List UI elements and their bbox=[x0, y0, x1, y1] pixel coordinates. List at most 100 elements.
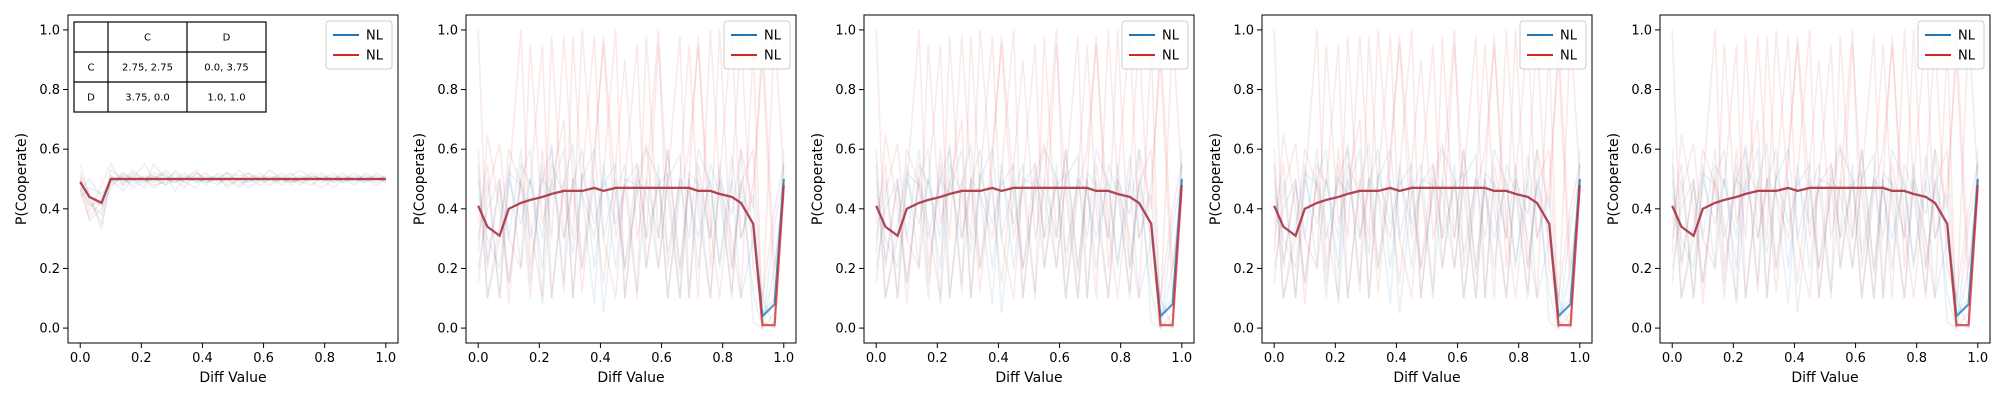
y-tick-label: 0.4 bbox=[1631, 202, 1652, 217]
legend: NL NL bbox=[1121, 20, 1189, 70]
trial-line-red-2 bbox=[477, 29, 785, 314]
x-tick-label: 1.0 bbox=[1171, 351, 1192, 366]
x-tick-label: 0.4 bbox=[1784, 351, 1805, 366]
trial-line-red-4 bbox=[875, 29, 1183, 331]
y-tick-label: 0.8 bbox=[437, 83, 458, 98]
trial-line-blue-1 bbox=[875, 143, 1183, 330]
x-tick-label: 0.4 bbox=[192, 351, 213, 366]
y-tick-label: 0.4 bbox=[835, 202, 856, 217]
trial-line-red-3 bbox=[1273, 35, 1581, 299]
x-tick-label: 0.2 bbox=[131, 351, 152, 366]
x-tick-label: 0.0 bbox=[70, 351, 91, 366]
x-tick-label: 0.2 bbox=[1325, 351, 1346, 366]
legend-box bbox=[325, 20, 393, 70]
axes-frame bbox=[67, 14, 399, 344]
x-tick-label: 0.6 bbox=[253, 351, 274, 366]
series-line-2 bbox=[477, 184, 785, 327]
trial-line-red-1 bbox=[79, 162, 387, 215]
legend-label-1: NL bbox=[764, 29, 782, 44]
y-tick-label: 0.8 bbox=[835, 83, 856, 98]
legend: NL NL bbox=[325, 20, 393, 70]
panel-3: 0.0 0.2 0.4 0.6 0.8 1.0 0.0 0.2 0.4 0.6 0.8 1.0 Diff… bbox=[810, 14, 1195, 386]
x-tick-label: 0.8 bbox=[1906, 351, 1927, 366]
x-tick-label: 1.0 bbox=[773, 351, 794, 366]
legend-label-2: NL bbox=[1162, 49, 1180, 64]
table-cell: 1.0, 1.0 bbox=[207, 93, 245, 104]
table-border bbox=[73, 21, 267, 113]
trial-line-red-3 bbox=[1671, 35, 1979, 299]
y-tick-label: 0.0 bbox=[437, 322, 458, 337]
trial-line-red-5 bbox=[1671, 35, 1979, 299]
trial-line-red-2 bbox=[79, 162, 386, 207]
trial-line-blue-3 bbox=[1273, 148, 1581, 329]
series-line-2 bbox=[1671, 184, 1979, 327]
table-cell: 3.75, 0.0 bbox=[125, 93, 170, 104]
y-tick-label: 0.8 bbox=[1631, 83, 1652, 98]
panel-2: 0.0 0.2 0.4 0.6 0.8 1.0 0.0 0.2 0.4 0.6 0.8 1.0 Diff… bbox=[412, 14, 797, 386]
y-tick-label: 0.0 bbox=[1233, 322, 1254, 337]
legend: NL NL bbox=[1917, 20, 1985, 70]
legend-label-2: NL bbox=[1958, 49, 1976, 64]
y-axis-label: P(Cooperate) bbox=[1208, 133, 1224, 225]
x-tick-label: 0.8 bbox=[1110, 351, 1131, 366]
x-axis-label: Diff Value bbox=[199, 370, 266, 386]
series-line-2 bbox=[875, 184, 1183, 327]
y-tick-label: 0.4 bbox=[1233, 202, 1254, 217]
y-tick-label: 0.8 bbox=[1233, 83, 1254, 98]
trial-line-blue-3 bbox=[875, 148, 1183, 329]
axes-frame bbox=[1659, 14, 1991, 344]
trial-line-blue-3 bbox=[1671, 148, 1979, 329]
trial-line-blue-4 bbox=[1273, 148, 1581, 316]
x-tick-label: 0.0 bbox=[866, 351, 887, 366]
y-tick-label: 1.0 bbox=[835, 23, 856, 38]
trial-line-red-5 bbox=[1273, 35, 1581, 299]
table-col-header: D bbox=[223, 33, 231, 44]
trial-line-blue-4 bbox=[79, 168, 387, 217]
x-tick-label: 0.8 bbox=[1508, 351, 1529, 366]
x-tick-label: 0.0 bbox=[1264, 351, 1285, 366]
x-tick-label: 0.8 bbox=[314, 351, 335, 366]
x-axis-label: Diff Value bbox=[597, 370, 664, 386]
y-axis-label: P(Cooperate) bbox=[14, 133, 30, 225]
axes-frame bbox=[863, 14, 1195, 344]
x-tick-label: 0.4 bbox=[590, 351, 611, 366]
y-tick-label: 1.0 bbox=[437, 23, 458, 38]
series-line-2 bbox=[79, 177, 386, 205]
x-tick-label: 0.2 bbox=[927, 351, 948, 366]
trial-line-red-3 bbox=[875, 35, 1183, 299]
x-tick-label: 0.4 bbox=[1386, 351, 1407, 366]
legend-label-1: NL bbox=[1958, 29, 1976, 44]
y-tick-label: 0.2 bbox=[1631, 262, 1652, 277]
trial-line-red-3 bbox=[477, 35, 785, 299]
legend-label-2: NL bbox=[366, 49, 384, 64]
x-tick-label: 0.2 bbox=[529, 351, 550, 366]
y-tick-label: 0.6 bbox=[1631, 143, 1652, 158]
trial-line-blue-1 bbox=[477, 143, 785, 330]
y-axis-label: P(Cooperate) bbox=[810, 133, 826, 225]
trial-line-blue-2 bbox=[79, 168, 387, 230]
axes-frame bbox=[465, 14, 797, 344]
legend-box bbox=[723, 20, 791, 70]
y-axis-label: P(Cooperate) bbox=[412, 133, 428, 225]
table-row-header: C bbox=[88, 63, 95, 74]
x-tick-label: 0.0 bbox=[1662, 351, 1683, 366]
y-tick-label: 0.4 bbox=[437, 202, 458, 217]
legend-label-2: NL bbox=[1560, 49, 1578, 64]
y-tick-label: 0.0 bbox=[835, 322, 856, 337]
y-tick-label: 0.4 bbox=[39, 202, 60, 217]
trial-line-blue-1 bbox=[1273, 143, 1581, 330]
trial-line-blue-4 bbox=[1671, 148, 1979, 316]
trial-line-blue-1 bbox=[1671, 143, 1979, 330]
y-tick-label: 0.6 bbox=[835, 143, 856, 158]
x-tick-label: 1.0 bbox=[375, 351, 396, 366]
y-tick-label: 1.0 bbox=[1233, 23, 1254, 38]
x-axis-label: Diff Value bbox=[1791, 370, 1858, 386]
x-tick-label: 0.6 bbox=[651, 351, 672, 366]
x-tick-label: 0.2 bbox=[1723, 351, 1744, 366]
trial-line-red-5 bbox=[875, 35, 1183, 299]
y-tick-label: 1.0 bbox=[1631, 23, 1652, 38]
y-tick-label: 0.2 bbox=[1233, 262, 1254, 277]
trial-line-red-2 bbox=[875, 29, 1183, 314]
